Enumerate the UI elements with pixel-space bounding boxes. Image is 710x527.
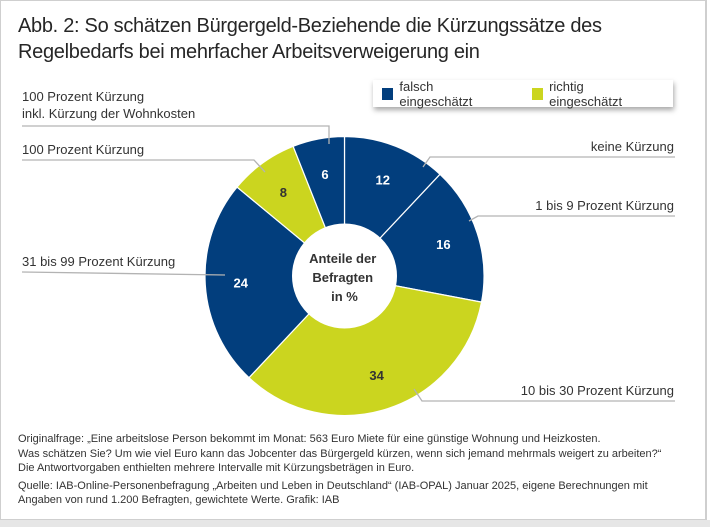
slice-label-text-line-2: inkl. Kürzung der Wohnkosten — [22, 106, 196, 121]
slice-label-1-bis-9: 1 bis 9 Prozent Kürzung — [535, 197, 674, 214]
slice-value-label: 6 — [321, 167, 328, 182]
slice-label-text: 1 bis 9 Prozent Kürzung — [535, 198, 674, 213]
slice-label-keine-kuerzung: keine Kürzung — [591, 138, 674, 155]
leader-line-5 — [22, 159, 266, 173]
question-line-3: Die Antwortvorgaben enthielten mehrere I… — [18, 462, 415, 474]
leader-line-4 — [21, 271, 226, 276]
slice-label-text-line-1: 100 Prozent Kürzung — [22, 89, 145, 104]
legend-label-falsch: falsch eingeschätzt — [399, 78, 473, 109]
leader-line-3 — [413, 388, 675, 402]
center-label-line-1: Anteile der — [309, 251, 376, 266]
slice-value-label: 8 — [280, 185, 287, 200]
slice-label-text: keine Kürzung — [590, 139, 674, 154]
bottom-strip — [0, 520, 710, 527]
legend-item-richtig: richtig eingeschätzt — [531, 78, 655, 109]
chart-title: Abb. 2: So schätzen Bürgergeld-Beziehend… — [18, 13, 688, 65]
pie-slice-3 — [248, 275, 483, 417]
slice-label-text: 31 bis 99 Prozent Kürzung — [22, 254, 176, 269]
slice-label-100-inkl-wohnkosten: 100 Prozent Kürzung inkl. Kürzung der Wo… — [22, 88, 195, 122]
legend-item-falsch: falsch eingeschätzt — [382, 79, 505, 109]
pie-slice-4 — [204, 186, 346, 379]
donut-hole — [292, 223, 397, 329]
slice-value-label: 12 — [376, 172, 390, 187]
legend-label-richtig: richtig eingeschätzt — [549, 78, 623, 109]
slice-value-label: 24 — [233, 276, 248, 291]
source-line-2: Angaben von rund 1.200 Befragten, gewich… — [18, 494, 340, 506]
center-label-line-3: in % — [331, 289, 358, 304]
legend: falsch eingeschätzt richtig eingeschätzt — [373, 78, 673, 109]
leader-line-6 — [22, 125, 330, 144]
leader-line-2 — [468, 215, 675, 222]
question-line-2: Was schätzen Sie? Um wie viel Euro kann … — [18, 447, 662, 460]
legend-swatch-richtig — [531, 87, 544, 100]
slice-label-text: 100 Prozent Kürzung — [22, 142, 145, 157]
leader-line-1 — [422, 156, 675, 168]
center-label: Anteile der Befragten in % — [309, 251, 380, 304]
slice-label-10-bis-30: 10 bis 30 Prozent Kürzung — [521, 382, 674, 399]
title-line-2: Regelbedarfs bei mehrfacher Arbeitsverwe… — [18, 41, 480, 63]
footer-notes: Originalfrage: „Eine arbeitslose Person … — [18, 432, 698, 511]
title-line-1: Abb. 2: So schätzen Bürgergeld-Beziehend… — [18, 15, 602, 37]
question-note: Originalfrage: „Eine arbeitslose Person … — [18, 432, 698, 476]
slice-label-text: 10 bis 30 Prozent Kürzung — [520, 383, 674, 398]
question-line-1: Originalfrage: „Eine arbeitslose Person … — [18, 433, 601, 445]
legend-swatch-falsch — [382, 87, 394, 100]
slice-value-label: 34 — [369, 368, 384, 383]
slice-label-100: 100 Prozent Kürzung — [22, 141, 144, 158]
center-label-line-2: Befragten — [312, 270, 373, 285]
slice-label-31-bis-99: 31 bis 99 Prozent Kürzung — [22, 253, 175, 270]
source-note: Quelle: IAB-Online-Personenbefragung „Ar… — [18, 479, 698, 508]
slice-value-label: 16 — [436, 237, 450, 252]
source-line-1: Quelle: IAB-Online-Personenbefragung „Ar… — [18, 479, 648, 492]
